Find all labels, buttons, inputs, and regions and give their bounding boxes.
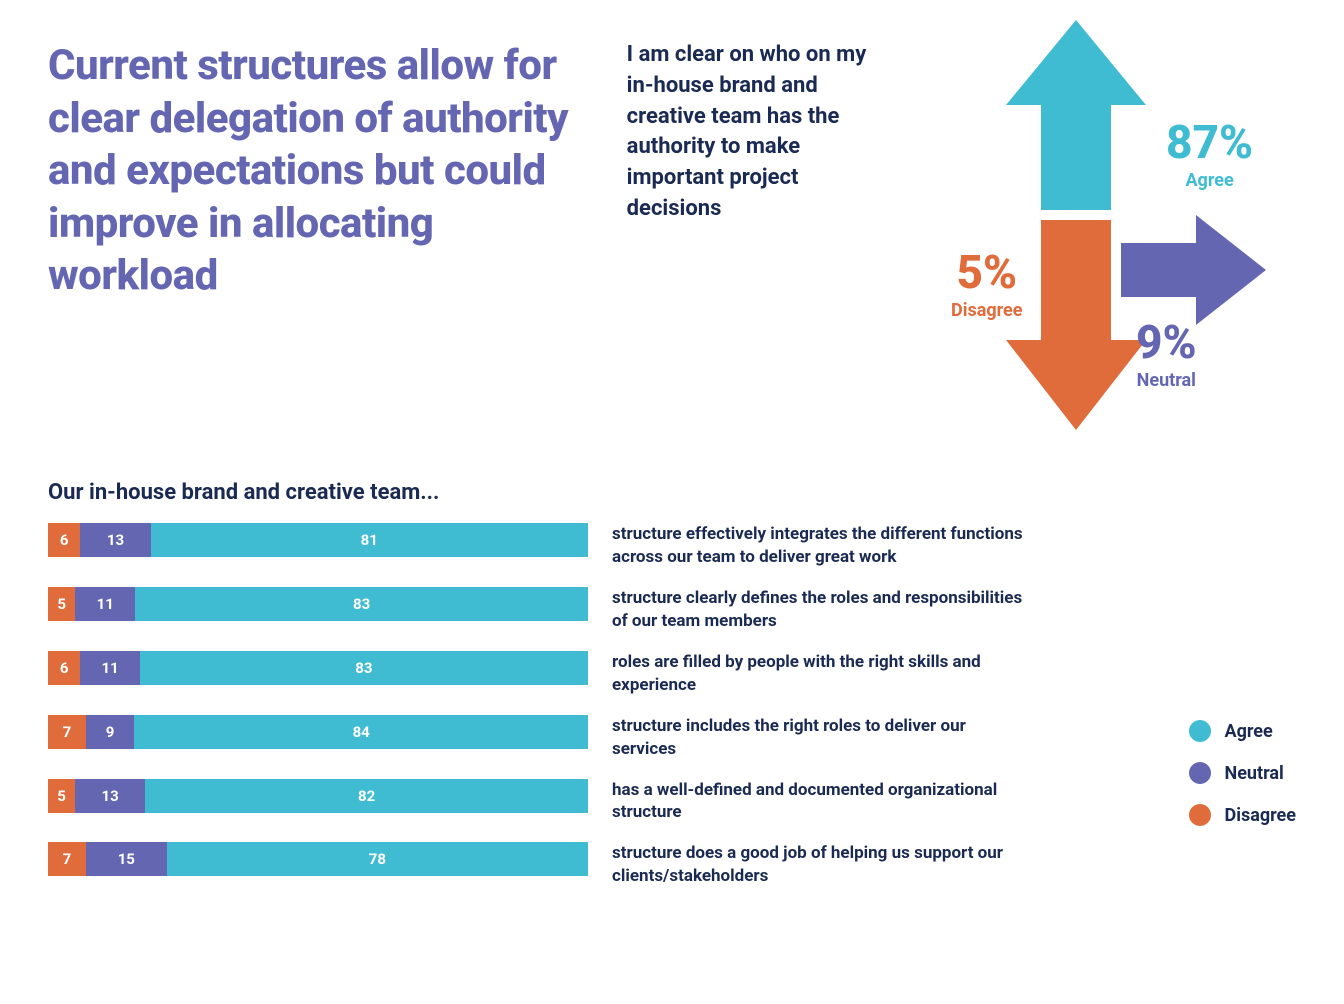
bar-segment-neutral: 13	[80, 523, 150, 557]
arrows-infographic: 87% Agree 5% Disagree 9% Neutral	[936, 40, 1296, 440]
bar-row-label: structure does a good job of helping us …	[612, 842, 1032, 888]
arrow-up-icon	[1006, 20, 1146, 210]
headline: Current structures allow for clear deleg…	[48, 40, 587, 440]
stat-agree: 87% Agree	[1166, 120, 1253, 191]
bar-segment-disagree: 6	[48, 523, 80, 557]
legend-label: Neutral	[1225, 763, 1284, 784]
bar: 61381	[48, 523, 588, 557]
legend-swatch	[1189, 720, 1211, 742]
bar-segment-agree: 84	[134, 715, 588, 749]
stat-neutral-value: 9%	[1136, 320, 1197, 366]
stat-disagree-label: Disagree	[951, 300, 1023, 321]
bar-row-label: has a well-defined and documented organi…	[612, 779, 1032, 825]
chart-row: 51382 has a well-defined and documented o…	[48, 779, 1296, 825]
stat-neutral-label: Neutral	[1136, 370, 1197, 391]
bar: 51183	[48, 587, 588, 621]
bar-segment-neutral: 13	[75, 779, 145, 813]
stat-disagree: 5% Disagree	[951, 250, 1023, 321]
chart-row: 7984 structure includes the right roles t…	[48, 715, 1296, 761]
bar-row-label: structure clearly defines the roles and …	[612, 587, 1032, 633]
bar-row-label: structure includes the right roles to de…	[612, 715, 1032, 761]
chart-row: 61381 structure effectively integrates th…	[48, 523, 1296, 569]
legend-swatch	[1189, 762, 1211, 784]
chart-row: 71578 structure does a good job of helpin…	[48, 842, 1296, 888]
bar-segment-disagree: 6	[48, 651, 80, 685]
bar: 61183	[48, 651, 588, 685]
bar-segment-disagree: 7	[48, 715, 86, 749]
bar-segment-disagree: 7	[48, 842, 86, 876]
bar-segment-disagree: 5	[48, 587, 75, 621]
chart-row: 51183 structure clearly defines the roles…	[48, 587, 1296, 633]
bar-segment-neutral: 11	[80, 651, 139, 685]
chart-row: 61183 roles are filled by people with the…	[48, 651, 1296, 697]
bar-segment-disagree: 5	[48, 779, 75, 813]
legend-label: Disagree	[1225, 805, 1297, 826]
stat-agree-value: 87%	[1166, 120, 1253, 166]
legend-label: Agree	[1225, 721, 1273, 742]
bar-segment-agree: 83	[140, 651, 588, 685]
bar-segment-neutral: 9	[86, 715, 135, 749]
legend: Agree Neutral Disagree	[1189, 720, 1297, 826]
chart-title: Our in-house brand and creative team...	[48, 480, 1296, 505]
stat-agree-label: Agree	[1166, 170, 1253, 191]
bar-segment-agree: 82	[145, 779, 588, 813]
bar-segment-neutral: 15	[86, 842, 167, 876]
legend-item-neutral: Neutral	[1189, 762, 1297, 784]
survey-statement: I am clear on who on my in-house brand a…	[627, 40, 896, 225]
bar-row-label: structure effectively integrates the dif…	[612, 523, 1032, 569]
bar: 7984	[48, 715, 588, 749]
bar-segment-agree: 78	[167, 842, 588, 876]
stacked-bar-chart: Our in-house brand and creative team... …	[48, 480, 1296, 888]
bar: 51382	[48, 779, 588, 813]
bar-segment-neutral: 11	[75, 587, 135, 621]
arrows-svg	[896, 10, 1296, 440]
stat-disagree-value: 5%	[951, 250, 1023, 296]
stat-neutral: 9% Neutral	[1136, 320, 1197, 391]
bar-segment-agree: 83	[135, 587, 588, 621]
arrow-right-icon	[1121, 215, 1266, 325]
bar-row-label: roles are filled by people with the righ…	[612, 651, 1032, 697]
legend-item-agree: Agree	[1189, 720, 1297, 742]
bar-segment-agree: 81	[151, 523, 588, 557]
legend-swatch	[1189, 804, 1211, 826]
legend-item-disagree: Disagree	[1189, 804, 1297, 826]
bar: 71578	[48, 842, 588, 876]
